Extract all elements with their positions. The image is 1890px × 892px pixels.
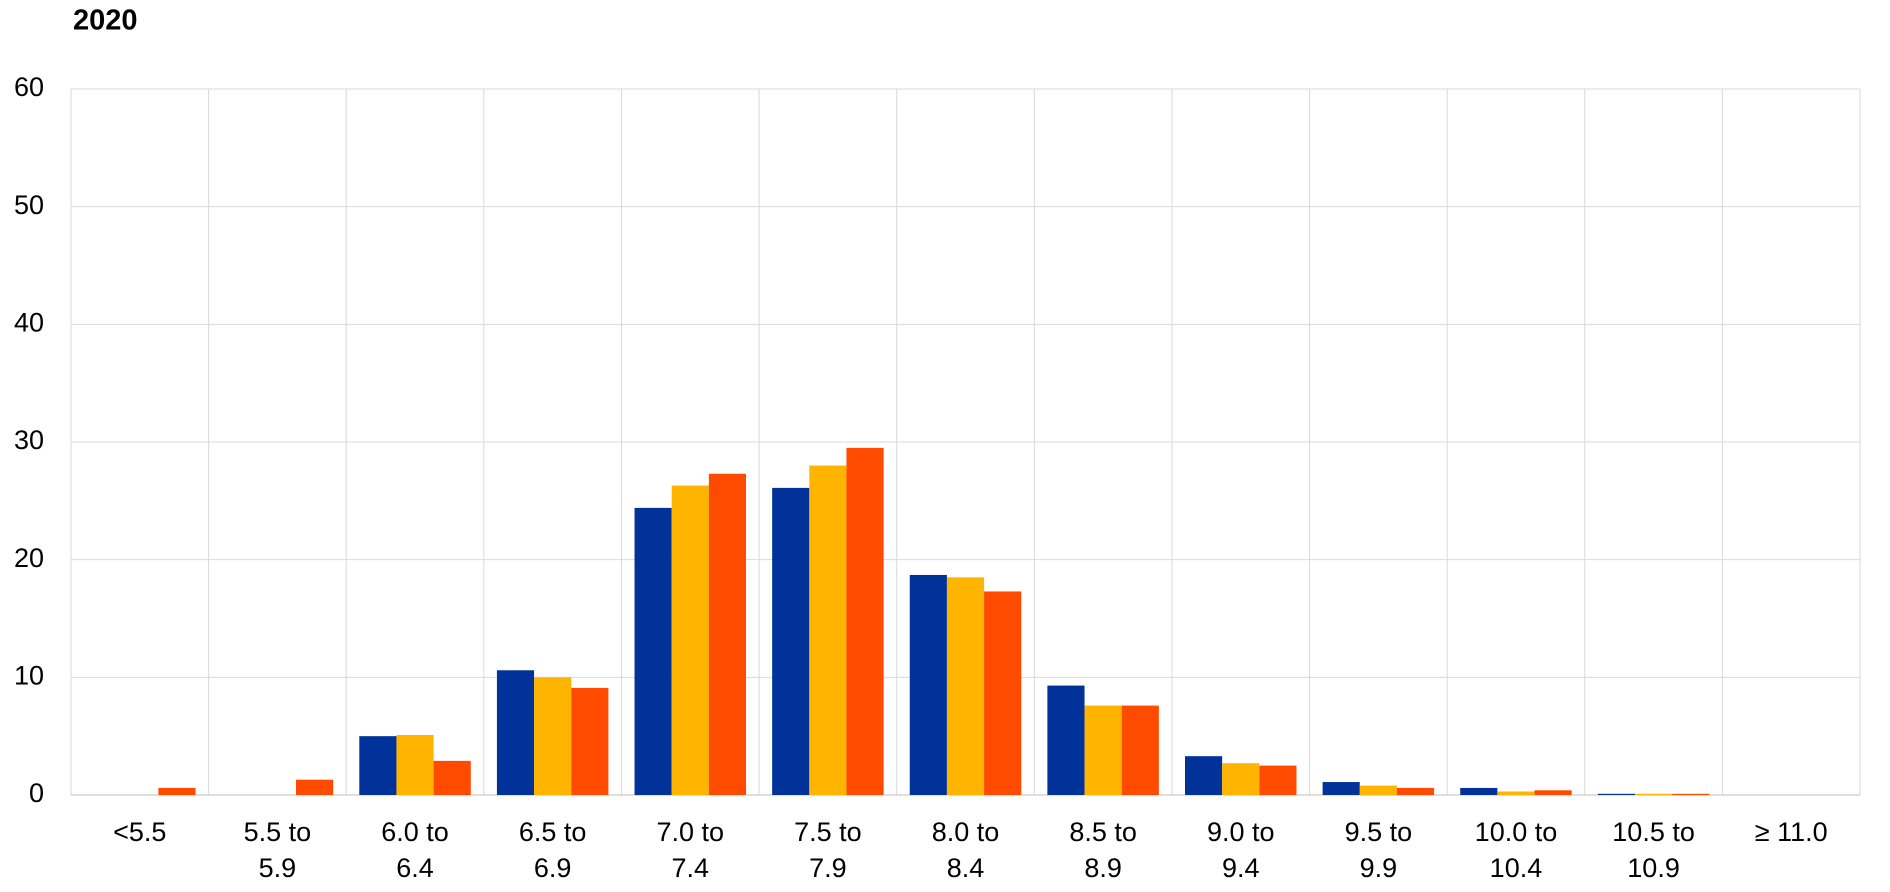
y-tick-label: 60	[14, 72, 44, 102]
bar	[772, 487, 810, 795]
bar	[1184, 756, 1223, 795]
x-tick-label-line: 5.5 to	[244, 817, 312, 847]
bar	[1222, 763, 1260, 795]
x-tick-label: <5.5	[113, 817, 166, 847]
x-tick-label-line: 7.5 to	[794, 817, 862, 847]
bar	[1597, 793, 1635, 795]
bar	[158, 787, 196, 795]
x-tick-label: 5.5 to 5.9	[244, 817, 312, 883]
x-tick-label: ≥ 11.0	[1755, 817, 1828, 847]
x-tick-label-line: 10.9	[1627, 853, 1680, 883]
bar	[1497, 791, 1535, 795]
bar	[634, 507, 672, 795]
x-tick-label-line: 6.4	[396, 853, 434, 883]
x-tick-label-line: 10.0 to	[1475, 817, 1558, 847]
x-tick-label-line: 8.0 to	[932, 817, 1000, 847]
x-tick-label-line: 9.4	[1222, 853, 1260, 883]
x-tick-label: 8.0 to 8.4	[932, 817, 1000, 883]
bar	[1322, 782, 1360, 795]
y-tick-label: 20	[14, 543, 44, 573]
bar	[708, 473, 747, 795]
x-tick-label-line: 9.9	[1360, 853, 1398, 883]
bar	[1359, 785, 1397, 795]
x-tick-label-line: 10.4	[1490, 853, 1543, 883]
x-tick-label-line: 8.9	[1084, 853, 1122, 883]
bar	[1121, 705, 1159, 795]
x-tick-label-line: 8.5 to	[1069, 817, 1137, 847]
x-tick-label: 7.5 to 7.9	[794, 817, 862, 883]
x-tick-label-line: 6.9	[534, 853, 572, 883]
bar	[946, 577, 985, 795]
bar	[359, 736, 397, 795]
x-tick-label: 6.5 to 6.9	[519, 817, 587, 883]
bar	[396, 734, 434, 795]
bar	[1534, 790, 1572, 795]
bar	[909, 574, 947, 795]
bar	[671, 485, 709, 795]
chart-title: 2020	[73, 5, 138, 37]
x-tick-label-line: 9.5 to	[1345, 817, 1413, 847]
x-tick-label: 9.0 to 9.4	[1207, 817, 1275, 883]
x-tick-label-line: 6.5 to	[519, 817, 587, 847]
x-tick-label-line: 7.9	[809, 853, 847, 883]
bar	[1259, 765, 1297, 795]
y-tick-label: 30	[14, 425, 44, 455]
bar	[496, 670, 535, 795]
x-tick-label-line: 5.9	[259, 853, 297, 883]
x-tick-label: 9.5 to 9.9	[1345, 817, 1413, 883]
y-tick-label: 0	[29, 778, 44, 808]
bar	[433, 760, 471, 795]
y-tick-label: 50	[14, 190, 44, 220]
x-tick-label-line: 10.5 to	[1612, 817, 1695, 847]
x-tick-label: 10.0 to 10.4	[1475, 817, 1558, 883]
x-tick-label: 8.5 to 8.9	[1069, 817, 1137, 883]
bar	[984, 591, 1022, 795]
bar	[1047, 685, 1085, 795]
y-tick-label: 40	[14, 307, 44, 337]
bar	[571, 687, 609, 795]
bar	[846, 447, 884, 795]
bar	[809, 465, 847, 795]
x-tick-label-line: 8.4	[947, 853, 985, 883]
bar	[534, 677, 572, 795]
bar	[1634, 793, 1673, 795]
x-tick-label-line: 9.0 to	[1207, 817, 1275, 847]
x-tick-label: 6.0 to 6.4	[381, 817, 449, 883]
bar	[296, 779, 334, 795]
bar	[1084, 705, 1122, 795]
bar	[1672, 793, 1710, 795]
y-tick-label: 10	[14, 660, 44, 690]
bar	[1460, 787, 1498, 795]
x-tick-label-line: 7.0 to	[656, 817, 724, 847]
x-tick-label-line: 6.0 to	[381, 817, 449, 847]
x-tick-label: 7.0 to 7.4	[656, 817, 724, 883]
x-tick-label-line: 7.4	[671, 853, 709, 883]
x-tick-label: 10.5 to 10.9	[1612, 817, 1695, 883]
bar	[1396, 787, 1435, 795]
